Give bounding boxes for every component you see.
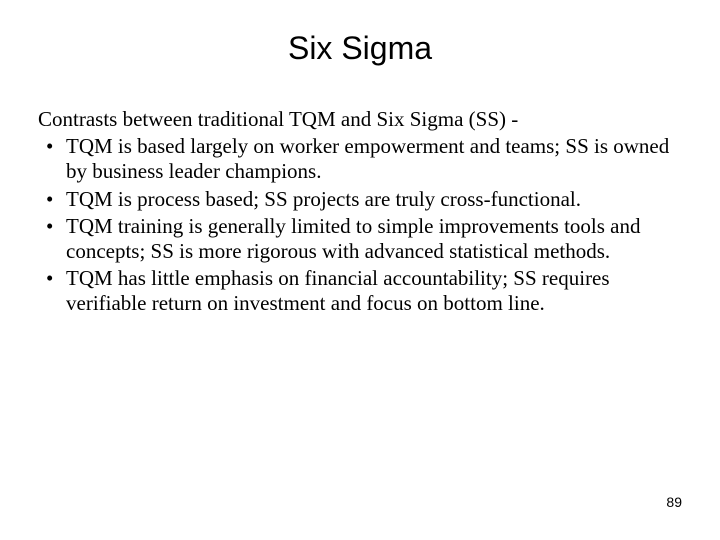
list-item: TQM is process based; SS projects are tr…: [38, 187, 675, 212]
list-item: TQM is based largely on worker empowerme…: [38, 134, 675, 184]
list-item: TQM has little emphasis on financial acc…: [38, 266, 675, 316]
list-item: TQM training is generally limited to sim…: [38, 214, 675, 264]
intro-text: Contrasts between traditional TQM and Si…: [38, 107, 675, 132]
bullet-list: TQM is based largely on worker empowerme…: [38, 134, 675, 316]
page-number: 89: [666, 494, 682, 510]
content-area: Contrasts between traditional TQM and Si…: [0, 107, 720, 317]
slide-title: Six Sigma: [0, 0, 720, 107]
